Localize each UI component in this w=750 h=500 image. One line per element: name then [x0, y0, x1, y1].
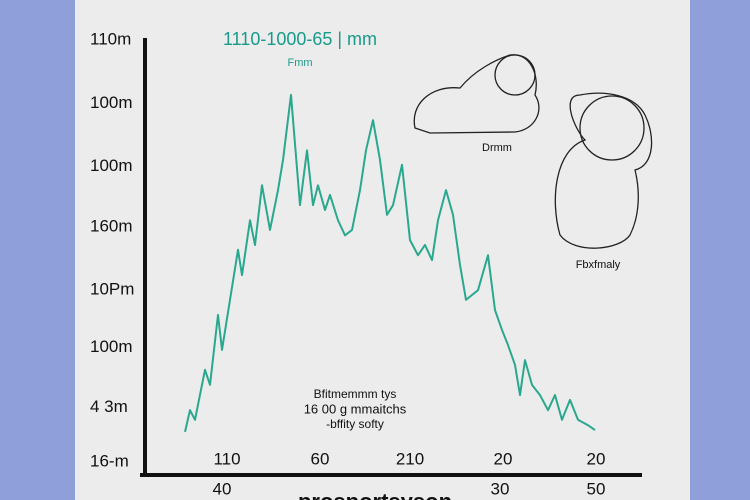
line: [184, 93, 596, 433]
annotation: -bffity softy: [326, 417, 384, 431]
annotation: 16 00 g mmaitchs: [304, 401, 407, 416]
y-tick-label: 160m: [90, 216, 133, 235]
x-tick-label: 60: [311, 449, 330, 468]
annotation: 1110-1000-65 | mm: [223, 29, 377, 49]
y-tick-label: 100m: [90, 156, 133, 175]
y-tick-label: 16-m: [90, 451, 129, 470]
y-tick-label: 10Pm: [90, 280, 134, 299]
x-axis-label: prosportsyson: [298, 489, 452, 500]
annotation: Drmm: [482, 142, 512, 154]
annotation: Fbxfmaly: [576, 259, 621, 271]
y-tick-label: 110m: [90, 29, 131, 48]
x-tick-label-secondary: 30: [491, 479, 510, 498]
panel: [75, 0, 690, 500]
annotation: Bfitmemmm tys: [314, 387, 397, 401]
illustration: [413, 54, 653, 249]
annotation: Fmm: [287, 57, 312, 69]
y-tick-label: 100m: [90, 93, 133, 112]
x-tick-label: 210: [396, 449, 424, 468]
y-tick-label: 100m: [90, 337, 133, 356]
y-tick-label: 4 3m: [90, 397, 128, 416]
x-tick-label: 20: [494, 449, 513, 468]
x-tick-label: 20: [587, 449, 606, 468]
x-tick-label-secondary: 50: [587, 479, 606, 498]
x-tick-label: 110: [213, 449, 240, 468]
x-tick-label-secondary: 40: [213, 479, 232, 498]
